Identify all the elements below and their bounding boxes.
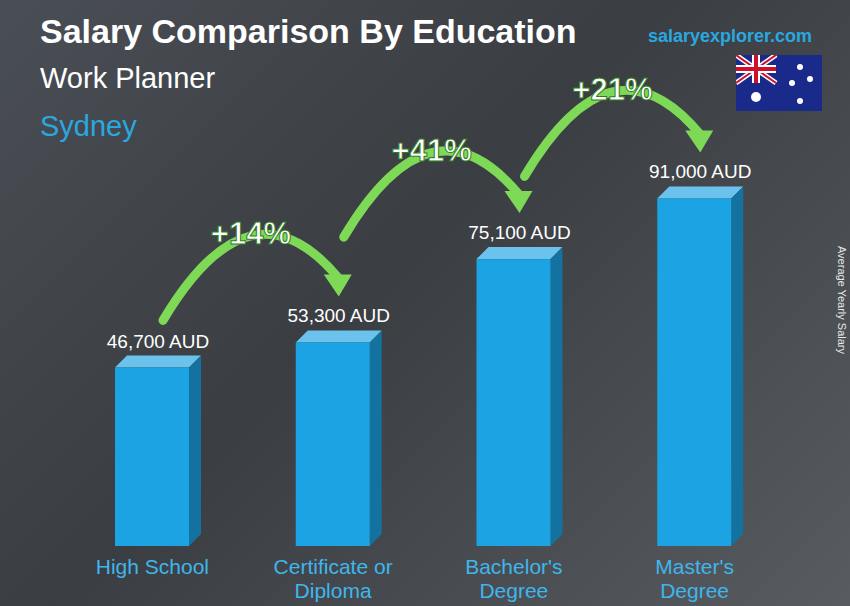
html-text:Salary Comparison By Education: Salary Comparison By Education <box>40 12 577 50</box>
html-text:Average Yearly Salary: Average Yearly Salary <box>836 246 848 354</box>
svg-text:+21%: +21% <box>572 72 652 107</box>
svg-text:+14%: +14% <box>211 216 291 251</box>
svg-text:High School: High School <box>96 555 209 578</box>
svg-text:46,700 AUD: 46,700 AUD <box>107 331 209 352</box>
html-text:salaryexplorer.com: salaryexplorer.com <box>648 26 813 46</box>
svg-text:Master'sDegree: Master'sDegree <box>655 555 734 602</box>
html-text:Work Planner: Work Planner <box>40 62 216 94</box>
svg-text:+41%: +41% <box>392 133 472 168</box>
svg-text:Certificate orDiploma: Certificate orDiploma <box>274 555 393 602</box>
svg-text:Bachelor'sDegree: Bachelor'sDegree <box>465 555 562 602</box>
svg-text:91,000 AUD: 91,000 AUD <box>649 161 751 182</box>
svg-text:53,300 AUD: 53,300 AUD <box>288 305 390 326</box>
svg-text:75,100 AUD: 75,100 AUD <box>468 222 570 243</box>
html-text:Sydney: Sydney <box>40 110 137 142</box>
